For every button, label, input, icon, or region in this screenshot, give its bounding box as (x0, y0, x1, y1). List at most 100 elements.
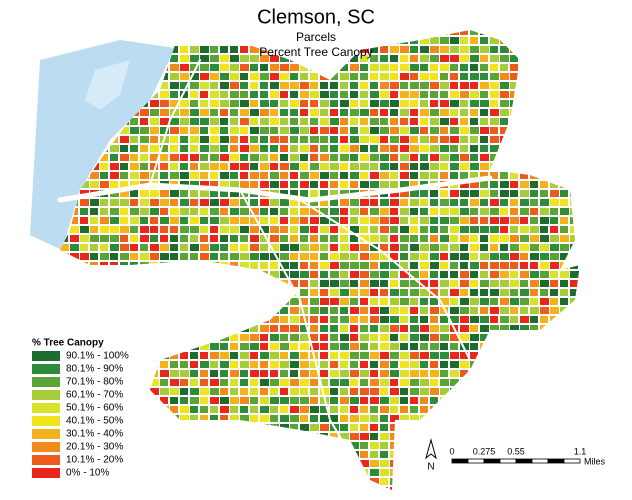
parcel (540, 127, 548, 134)
parcel (310, 334, 318, 341)
parcel (340, 289, 349, 296)
parcel (220, 271, 228, 278)
parcel (390, 316, 399, 323)
parcel (360, 136, 369, 143)
parcel (200, 370, 208, 377)
parcel (190, 433, 199, 440)
parcel (580, 127, 588, 134)
parcel (560, 334, 568, 341)
parcel (440, 145, 449, 152)
parcel (240, 262, 249, 269)
parcel (400, 73, 409, 80)
parcel (240, 199, 248, 206)
parcel (450, 280, 458, 287)
parcel (160, 406, 169, 413)
parcel (330, 415, 338, 422)
parcel (460, 442, 469, 449)
parcel (360, 370, 369, 377)
parcel (260, 30, 268, 35)
parcel (580, 55, 589, 62)
parcel (370, 478, 379, 485)
parcel (130, 208, 139, 215)
parcel (300, 208, 309, 215)
parcel (200, 280, 209, 287)
parcel (400, 316, 408, 323)
parcel (150, 208, 159, 215)
parcel (350, 181, 358, 188)
parcel (210, 442, 218, 449)
parcel (450, 136, 459, 143)
parcel (240, 352, 249, 359)
parcel (400, 46, 409, 53)
parcel (230, 343, 238, 350)
parcel (240, 127, 248, 134)
parcel (490, 217, 499, 224)
parcel (510, 82, 518, 89)
parcel (80, 235, 89, 242)
parcel (560, 361, 568, 368)
parcel (540, 73, 548, 80)
parcel (410, 199, 419, 206)
parcel (370, 433, 378, 440)
parcel (330, 298, 339, 305)
parcel (490, 433, 499, 440)
parcel (440, 433, 448, 440)
parcel (360, 30, 369, 35)
parcel (220, 406, 229, 413)
parcel (450, 361, 459, 368)
parcel (380, 145, 389, 152)
parcel (180, 235, 188, 242)
parcel (550, 136, 559, 143)
parcel (60, 244, 69, 251)
parcel (160, 154, 168, 161)
parcel (360, 388, 369, 395)
parcel (490, 118, 499, 125)
legend-label: 70.1% - 80% (66, 377, 123, 388)
parcel (280, 271, 289, 278)
parcel (200, 55, 209, 62)
parcel (550, 379, 558, 386)
parcel (580, 280, 588, 287)
parcel (560, 379, 568, 386)
parcel (220, 37, 229, 44)
parcel (270, 424, 279, 431)
parcel (170, 442, 178, 449)
parcel (460, 370, 468, 377)
parcel (220, 433, 228, 440)
parcel (580, 208, 588, 215)
parcel (440, 208, 449, 215)
parcel (190, 154, 199, 161)
parcel (280, 352, 288, 359)
parcel (360, 109, 369, 116)
parcel (200, 307, 208, 314)
parcel (330, 289, 339, 296)
parcel (280, 82, 289, 89)
parcel (480, 64, 488, 71)
parcel (150, 361, 158, 368)
parcel (400, 181, 409, 188)
parcel (580, 145, 588, 152)
parcel (130, 379, 138, 386)
parcel (380, 244, 388, 251)
parcel (430, 415, 439, 422)
parcel (200, 208, 208, 215)
parcel (210, 46, 218, 53)
parcel (200, 181, 209, 188)
parcel (350, 73, 358, 80)
parcel (440, 46, 449, 53)
parcel (450, 379, 459, 386)
legend-swatch (32, 351, 60, 361)
parcel (250, 487, 259, 490)
parcel (430, 289, 438, 296)
parcel (420, 253, 428, 260)
parcel (150, 235, 158, 242)
parcel (510, 118, 518, 125)
parcel (580, 433, 589, 440)
parcel (120, 262, 128, 269)
parcel (480, 307, 488, 314)
parcel (520, 199, 529, 206)
parcel (360, 433, 369, 440)
parcel (170, 478, 179, 485)
parcel (360, 199, 369, 206)
parcel (320, 298, 329, 305)
